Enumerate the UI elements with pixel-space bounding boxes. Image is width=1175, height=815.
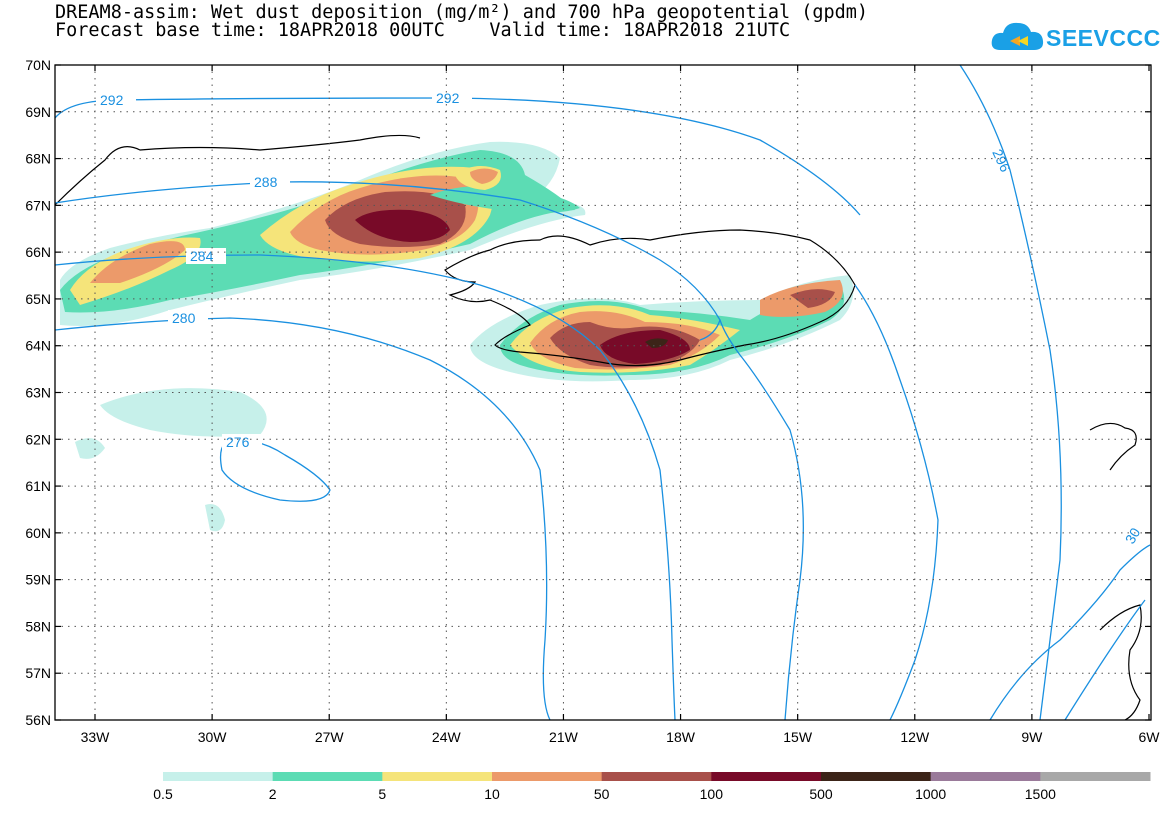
longitude-label: 9W	[1021, 729, 1043, 745]
map-title-line1: DREAM8-assim: Wet dust deposition (mg/m²…	[55, 2, 869, 23]
colorbar-labels: 0.5 2 5 10 50 100 500 1000 1500	[153, 786, 1056, 802]
colorbar-swatch	[492, 772, 603, 781]
latitude-label: 63N	[25, 385, 51, 401]
latitude-label: 67N	[25, 197, 51, 213]
colorbar-swatch	[930, 772, 1041, 781]
latitude-label: 57N	[25, 665, 51, 681]
longitude-label: 15W	[783, 729, 813, 745]
colorbar-label: 500	[809, 786, 833, 802]
colorbar-swatch	[382, 772, 493, 781]
colorbar	[163, 772, 1151, 781]
latitude-labels: 70N 69N 68N 67N 66N 65N 64N 63N 62N 61N 60N 59N 58N 5…	[25, 57, 51, 728]
longitude-label: 30W	[198, 729, 228, 745]
contour-label: 280	[172, 310, 196, 326]
longitude-label: 6W	[1139, 729, 1161, 745]
longitude-label: 18W	[666, 729, 696, 745]
colorbar-label: 5	[378, 786, 386, 802]
longitude-label: 24W	[432, 729, 462, 745]
colorbar-label: 2	[269, 786, 277, 802]
colorbar-label: 1500	[1025, 786, 1056, 802]
latitude-label: 70N	[25, 57, 51, 73]
colorbar-label: 50	[594, 786, 610, 802]
cloud-logo-icon	[991, 22, 1044, 50]
colorbar-label: 0.5	[153, 786, 173, 802]
colorbar-label: 10	[484, 786, 500, 802]
colorbar-label: 100	[700, 786, 724, 802]
contour-label: 292	[100, 92, 124, 108]
dust-deposition-field	[60, 141, 854, 532]
contour-label: 284	[190, 248, 214, 264]
latitude-label: 60N	[25, 525, 51, 541]
colorbar-swatch	[1040, 772, 1151, 781]
colorbar-label: 1000	[915, 786, 946, 802]
latitude-label: 68N	[25, 151, 51, 167]
contour-labels: 292 292 288 284 280 276 296 30	[96, 90, 1143, 547]
colorbar-swatch	[163, 772, 274, 781]
latitude-label: 66N	[25, 244, 51, 260]
latitude-label: 65N	[25, 291, 51, 307]
latitude-label: 62N	[25, 431, 51, 447]
longitude-label: 12W	[900, 729, 930, 745]
logo-text: SEEVCCC	[1046, 25, 1161, 51]
latitude-label: 56N	[25, 712, 51, 728]
seevccc-logo: SEEVCCC	[990, 16, 1160, 56]
coastlines	[54, 134, 1142, 721]
longitude-labels: 33W 30W 27W 24W 21W 18W 15W 12W 9W 6W	[81, 729, 1161, 745]
latitude-label: 61N	[25, 478, 51, 494]
colorbar-swatch	[601, 772, 712, 781]
latitude-label: 59N	[25, 572, 51, 588]
graticule	[55, 65, 1151, 720]
colorbar-swatch	[272, 772, 383, 781]
longitude-label: 21W	[549, 729, 579, 745]
axis-ticks	[55, 64, 1151, 721]
colorbar-swatch	[711, 772, 822, 781]
latitude-label: 58N	[25, 618, 51, 634]
map-title-line2: Forecast base time: 18APR2018 00UTC Vali…	[55, 20, 791, 41]
longitude-label: 33W	[81, 729, 111, 745]
contour-label: 276	[226, 434, 250, 450]
contour-label: 292	[436, 90, 460, 106]
longitude-label: 27W	[315, 729, 345, 745]
contour-label: 288	[254, 174, 278, 190]
latitude-label: 64N	[25, 338, 51, 354]
latitude-label: 69N	[25, 104, 51, 120]
contour-label: 30	[1122, 525, 1144, 547]
colorbar-swatch	[821, 772, 932, 781]
